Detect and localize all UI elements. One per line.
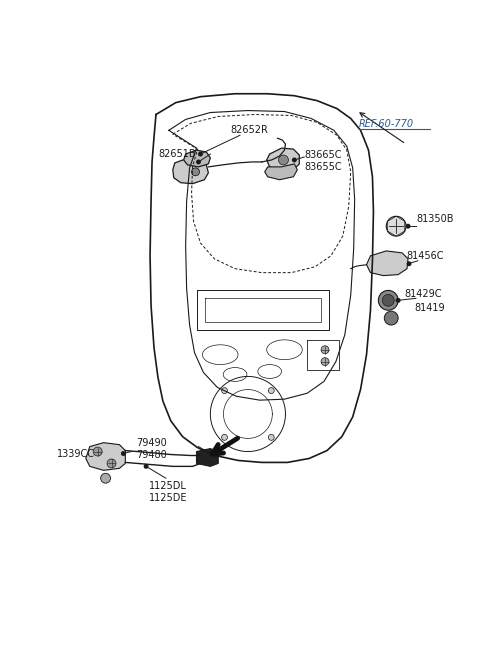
- Circle shape: [268, 434, 274, 440]
- Circle shape: [107, 459, 116, 468]
- Circle shape: [101, 474, 110, 483]
- Circle shape: [192, 168, 200, 176]
- Text: 83655C: 83655C: [304, 162, 342, 172]
- Circle shape: [386, 216, 406, 236]
- Circle shape: [406, 224, 410, 229]
- Polygon shape: [184, 150, 210, 167]
- Text: 1339CC: 1339CC: [57, 449, 95, 458]
- Circle shape: [407, 261, 411, 266]
- Circle shape: [396, 298, 401, 303]
- Circle shape: [321, 358, 329, 365]
- Circle shape: [144, 464, 149, 469]
- Text: 79490: 79490: [136, 438, 167, 447]
- Text: 1125DE: 1125DE: [149, 493, 188, 503]
- Text: 81350B: 81350B: [416, 214, 454, 224]
- Text: REF.60-770: REF.60-770: [359, 119, 414, 130]
- Circle shape: [222, 434, 228, 440]
- Polygon shape: [367, 251, 408, 276]
- Text: 1125DL: 1125DL: [149, 481, 187, 491]
- Text: 81429C: 81429C: [404, 290, 442, 299]
- Text: 81419: 81419: [414, 303, 444, 313]
- Polygon shape: [264, 164, 297, 179]
- Circle shape: [268, 388, 274, 394]
- Text: 79480: 79480: [136, 449, 167, 460]
- Circle shape: [278, 155, 288, 165]
- Text: 81456C: 81456C: [406, 251, 444, 261]
- Circle shape: [121, 451, 126, 456]
- Polygon shape: [173, 159, 208, 183]
- Circle shape: [198, 151, 203, 157]
- Text: 83665C: 83665C: [304, 150, 342, 160]
- Polygon shape: [196, 449, 218, 466]
- Circle shape: [384, 311, 398, 325]
- Circle shape: [383, 294, 394, 307]
- Circle shape: [321, 346, 329, 354]
- Circle shape: [93, 447, 102, 456]
- Polygon shape: [86, 443, 125, 470]
- Circle shape: [292, 157, 297, 162]
- Text: 82652R: 82652R: [230, 125, 268, 136]
- Polygon shape: [267, 148, 300, 171]
- Circle shape: [378, 290, 398, 310]
- Text: 82651B: 82651B: [158, 149, 195, 159]
- Circle shape: [222, 388, 228, 394]
- Circle shape: [196, 159, 201, 164]
